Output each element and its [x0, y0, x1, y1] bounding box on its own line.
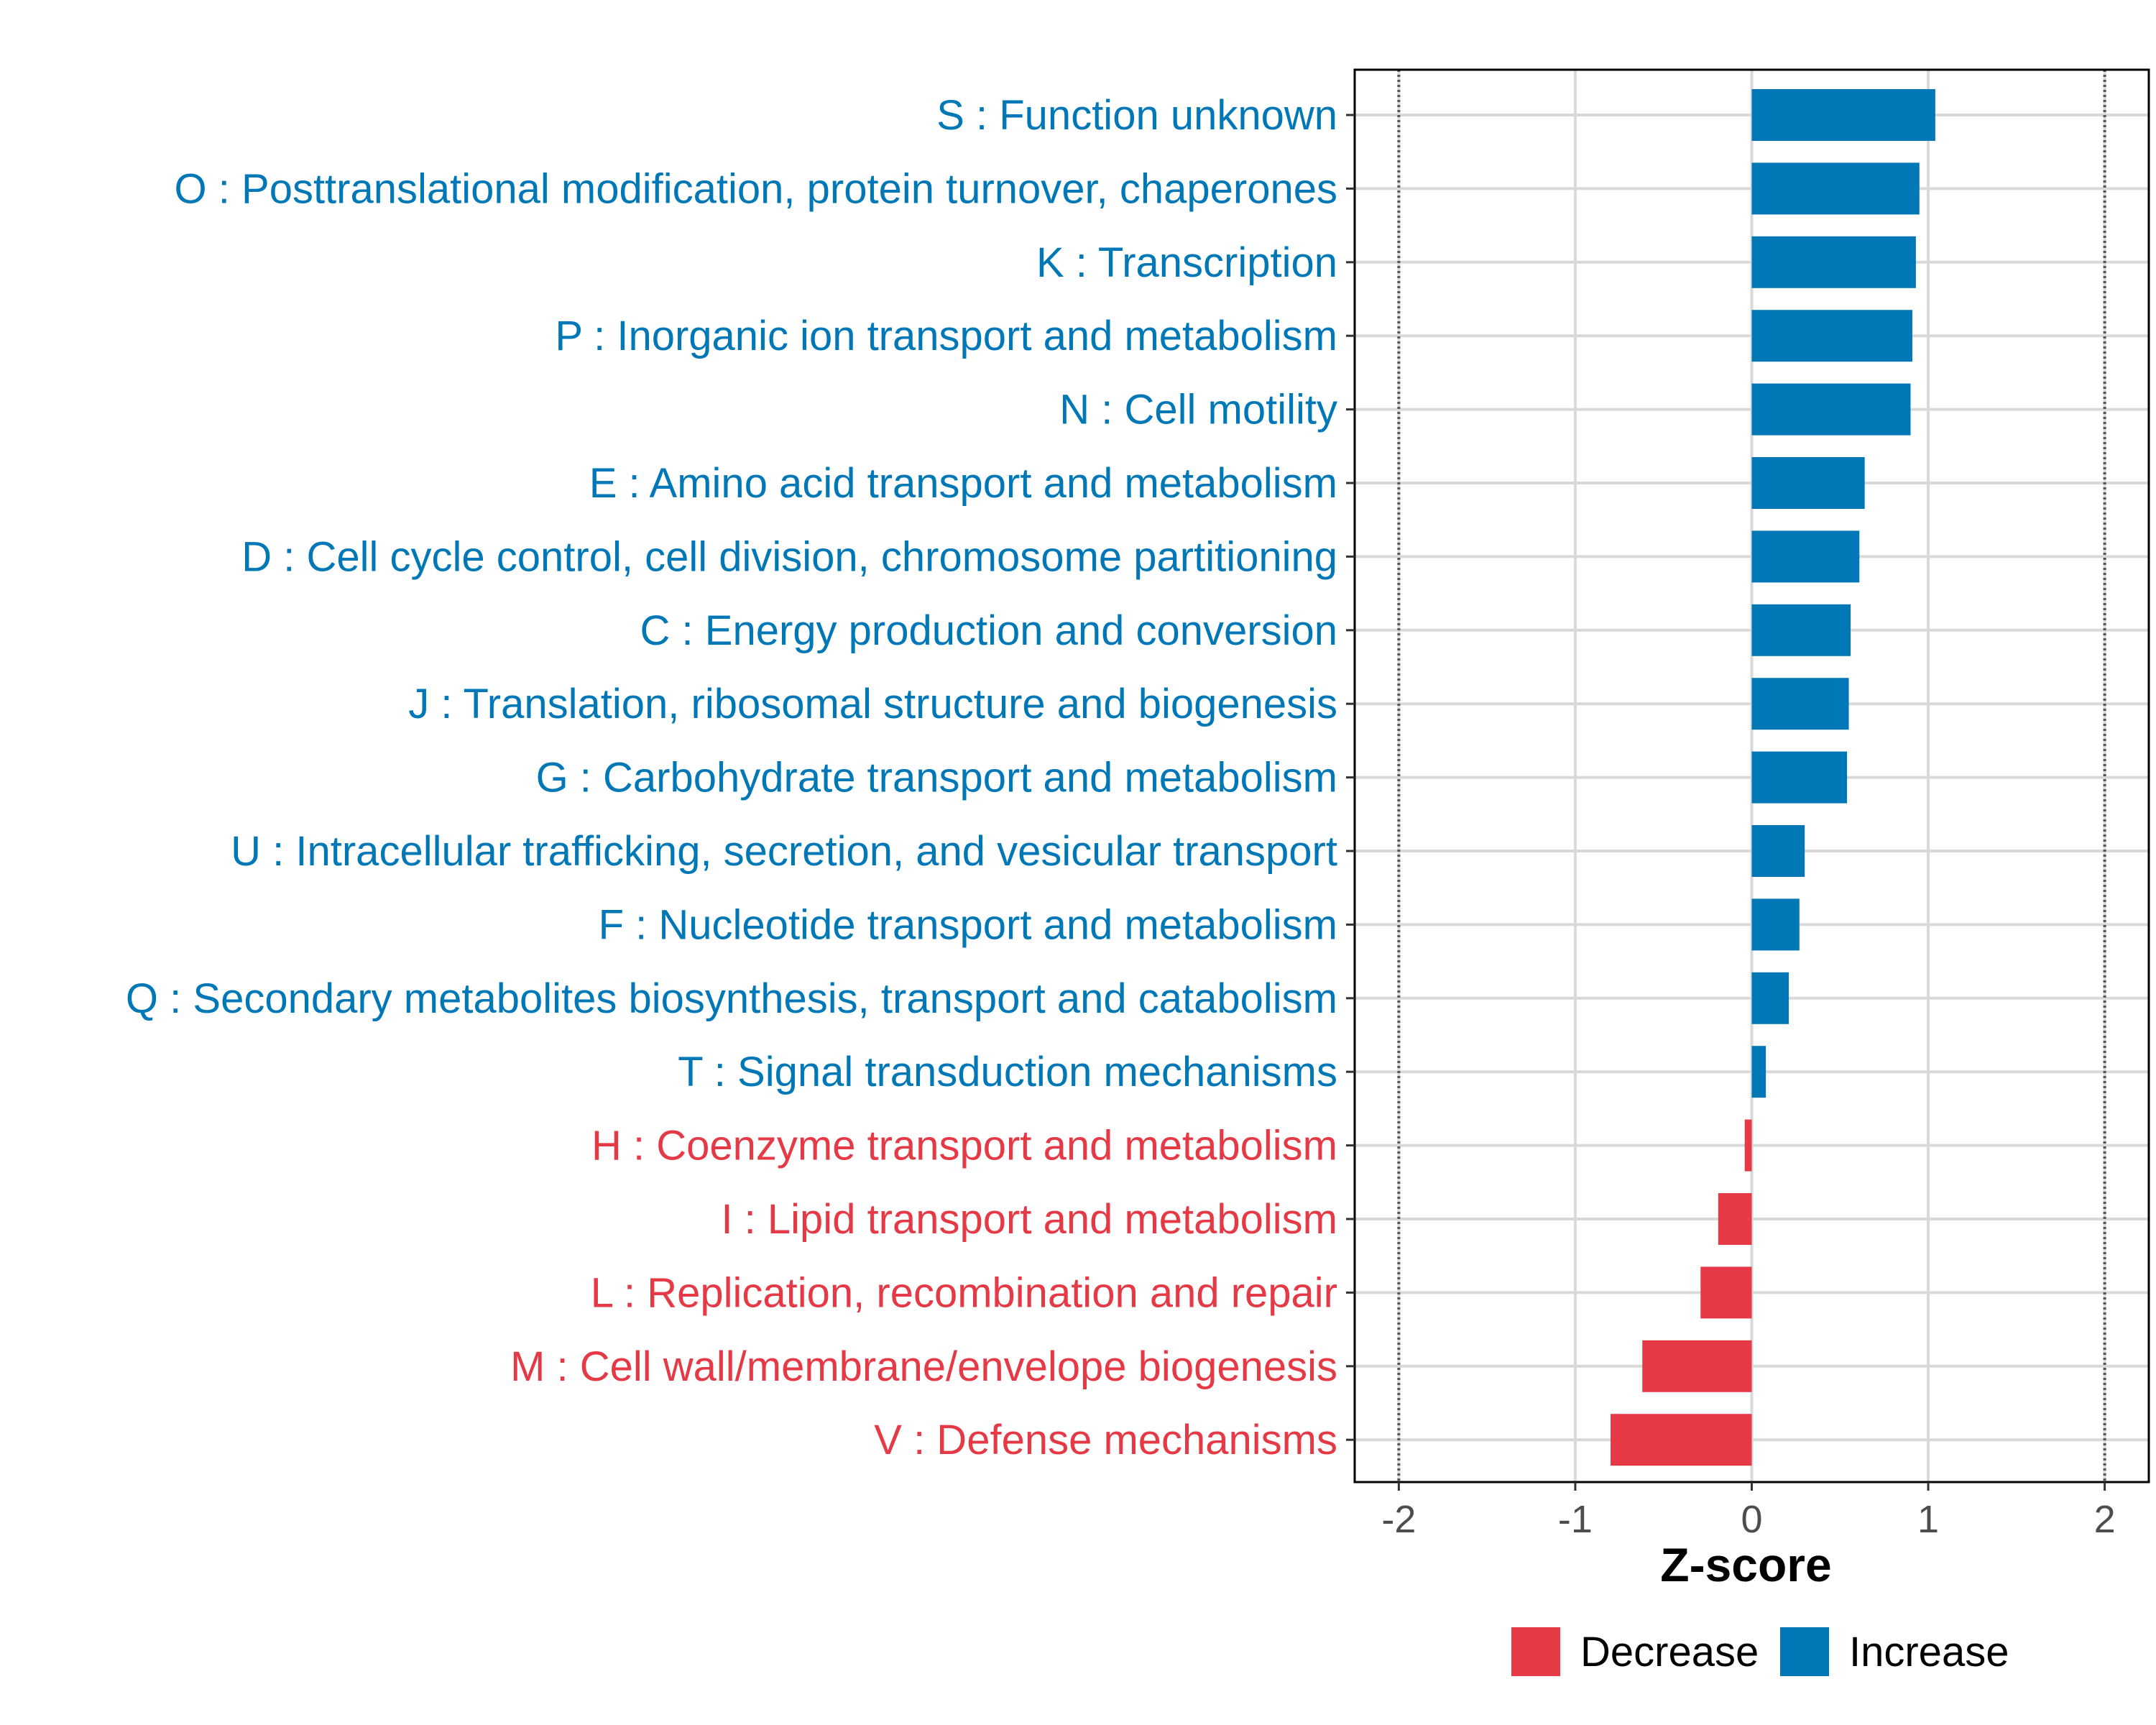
category-label: K : Transcription [1036, 239, 1337, 286]
category-label: H : Coenzyme transport and metabolism [591, 1123, 1337, 1169]
x-tick-label: -1 [1558, 1498, 1593, 1541]
bar [1751, 236, 1916, 288]
category-label: E : Amino acid transport and metabolism [589, 460, 1337, 507]
bar [1751, 678, 1849, 730]
bar [1744, 1119, 1752, 1172]
reference-lines [1397, 70, 2106, 1482]
bar [1751, 457, 1865, 509]
legend-item: Increase [1780, 1627, 2009, 1676]
category-label: U : Intracellular trafficking, secretion… [231, 828, 1337, 875]
bar [1751, 751, 1848, 804]
x-axis-title: Z-score [1660, 1538, 1831, 1591]
category-label: N : Cell motility [1059, 387, 1337, 433]
category-label: C : Energy production and conversion [640, 607, 1337, 654]
legend-label: Increase [1849, 1629, 2009, 1675]
bar [1751, 972, 1789, 1024]
x-tick-label: 0 [1741, 1498, 1762, 1541]
category-label: J : Translation, ribosomal structure and… [408, 681, 1337, 727]
category-label: P : Inorganic ion transport and metaboli… [555, 313, 1337, 359]
legend-key [1511, 1627, 1560, 1676]
category-label: L : Replication, recombination and repai… [591, 1269, 1337, 1316]
bar [1700, 1266, 1752, 1319]
x-tick-label: 1 [1917, 1498, 1939, 1541]
y-axis-ticks [1346, 114, 1355, 1441]
bar [1751, 825, 1805, 877]
x-tick-label: 2 [2094, 1498, 2116, 1541]
category-label: F : Nucleotide transport and metabolism [599, 901, 1337, 948]
x-tick-label: -2 [1381, 1498, 1416, 1541]
category-label: I : Lipid transport and metabolism [721, 1196, 1337, 1243]
bar [1611, 1414, 1752, 1466]
bar [1751, 383, 1911, 436]
category-label: V : Defense mechanisms [874, 1417, 1337, 1463]
category-labels: S : Function unknown O : Posttranslationa… [126, 92, 1337, 1463]
bar [1751, 89, 1935, 141]
bar [1751, 310, 1912, 362]
bar [1751, 604, 1851, 656]
category-label: S : Function unknown [936, 92, 1337, 139]
bar [1751, 1046, 1766, 1098]
category-label: Q : Secondary metabolites biosynthesis, … [126, 975, 1337, 1022]
bar [1642, 1340, 1752, 1392]
bar [1751, 530, 1860, 583]
legend: Decrease Increase [1511, 1627, 2009, 1676]
legend-item: Decrease [1511, 1627, 1759, 1676]
bars-layer [1611, 89, 1935, 1466]
legend-key [1780, 1627, 1829, 1676]
bar [1718, 1193, 1752, 1245]
x-axis-ticks: -2 -1 0 1 2 [1381, 1482, 2116, 1541]
category-label: D : Cell cycle control, cell division, c… [241, 533, 1337, 580]
bar [1751, 898, 1800, 951]
category-label: M : Cell wall/membrane/envelope biogenes… [510, 1343, 1337, 1390]
bar [1751, 162, 1920, 215]
category-label: T : Signal transduction mechanisms [678, 1049, 1337, 1095]
category-label: O : Posttranslational modification, prot… [175, 165, 1337, 212]
category-label: G : Carbohydrate transport and metabolis… [536, 755, 1337, 801]
legend-label: Decrease [1580, 1629, 1759, 1675]
